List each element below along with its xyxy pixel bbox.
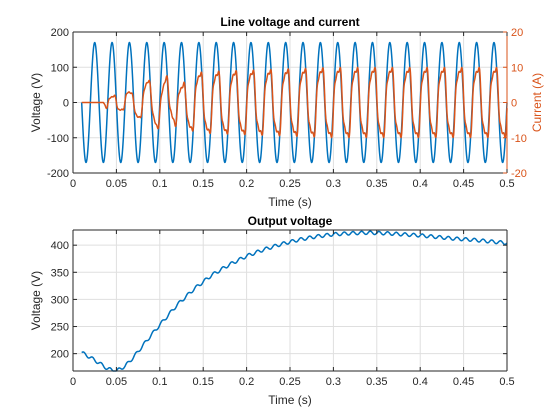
chart-title: Output voltage [248, 214, 333, 228]
output-voltage-axes: 0 0.05 0.1 0.15 0.2 0.25 0.3 0.35 0.4 0.45 0.5 200… [29, 214, 515, 407]
right-y-axis-ticks: -20 -10 0 10 20 [503, 27, 527, 180]
y-tick-label: 0 [63, 98, 69, 110]
x-tick-label: 0.3 [326, 376, 341, 388]
y2-tick-label: 0 [511, 98, 517, 110]
x-tick-label: 0 [70, 376, 76, 388]
x-axis-ticks: 0 0.05 0.1 0.15 0.2 0.25 0.3 0.35 0.4 0.45 0.5 [70, 32, 515, 190]
y-tick-label: 300 [51, 294, 69, 306]
y-tick-label: 200 [51, 27, 69, 39]
series-layer [80, 41, 508, 164]
x-tick-label: 0.15 [192, 376, 213, 388]
x-tick-label: 0.4 [413, 376, 428, 388]
x-tick-label: 0.3 [326, 178, 341, 190]
y2-tick-label: -10 [511, 133, 527, 145]
line-voltage-current-axes: 0 0.05 0.1 0.15 0.2 0.25 0.3 0.35 0.4 0.45 0.5 -20… [29, 15, 544, 209]
y-tick-label: 350 [51, 267, 69, 279]
series-layer [81, 230, 508, 372]
x-tick-label: 0.05 [106, 376, 127, 388]
y2-tick-label: 20 [511, 27, 523, 39]
x-tick-label: 0.25 [279, 376, 300, 388]
y-axis-label: Voltage (V) [29, 73, 43, 132]
x-tick-label: 0.45 [453, 178, 474, 190]
x-axis-label: Time (s) [268, 393, 312, 407]
right-y-axis-label: Current (A) [530, 73, 544, 132]
left-y-axis-ticks: -200 -100 0 100 200 [47, 27, 77, 180]
y-tick-label: 100 [51, 62, 69, 74]
y2-tick-label: 10 [511, 62, 523, 74]
x-tick-label: 0.35 [366, 178, 387, 190]
x-tick-label: 0.1 [152, 178, 167, 190]
x-axis-ticks: 0 0.05 0.1 0.15 0.2 0.25 0.3 0.35 0.4 0.45 0.5 [70, 230, 515, 388]
x-tick-label: 0.1 [152, 376, 167, 388]
y-tick-label: 200 [51, 349, 69, 361]
y-tick-label: -200 [47, 168, 69, 180]
x-tick-label: 0.05 [106, 178, 127, 190]
x-tick-label: 0.5 [499, 376, 514, 388]
x-tick-label: 0 [70, 178, 76, 190]
y2-tick-label: -20 [511, 168, 527, 180]
x-axis-label: Time (s) [268, 195, 312, 209]
x-tick-label: 0.35 [366, 376, 387, 388]
y-axis-ticks: 200 250 300 350 400 [51, 240, 507, 361]
output-voltage-series-line [81, 230, 508, 372]
x-tick-label: 0.2 [239, 178, 254, 190]
x-tick-label: 0.4 [413, 178, 428, 190]
x-tick-label: 0.45 [453, 376, 474, 388]
y-tick-label: 400 [51, 240, 69, 252]
y-tick-label: 250 [51, 322, 69, 334]
x-tick-label: 0.15 [192, 178, 213, 190]
x-tick-label: 0.5 [499, 178, 514, 190]
y-axis-label: Voltage (V) [29, 271, 43, 330]
y-tick-label: -100 [47, 133, 69, 145]
current-series-line [81, 66, 508, 139]
chart-title: Line voltage and current [220, 15, 359, 29]
x-tick-label: 0.2 [239, 376, 254, 388]
x-tick-label: 0.25 [279, 178, 300, 190]
